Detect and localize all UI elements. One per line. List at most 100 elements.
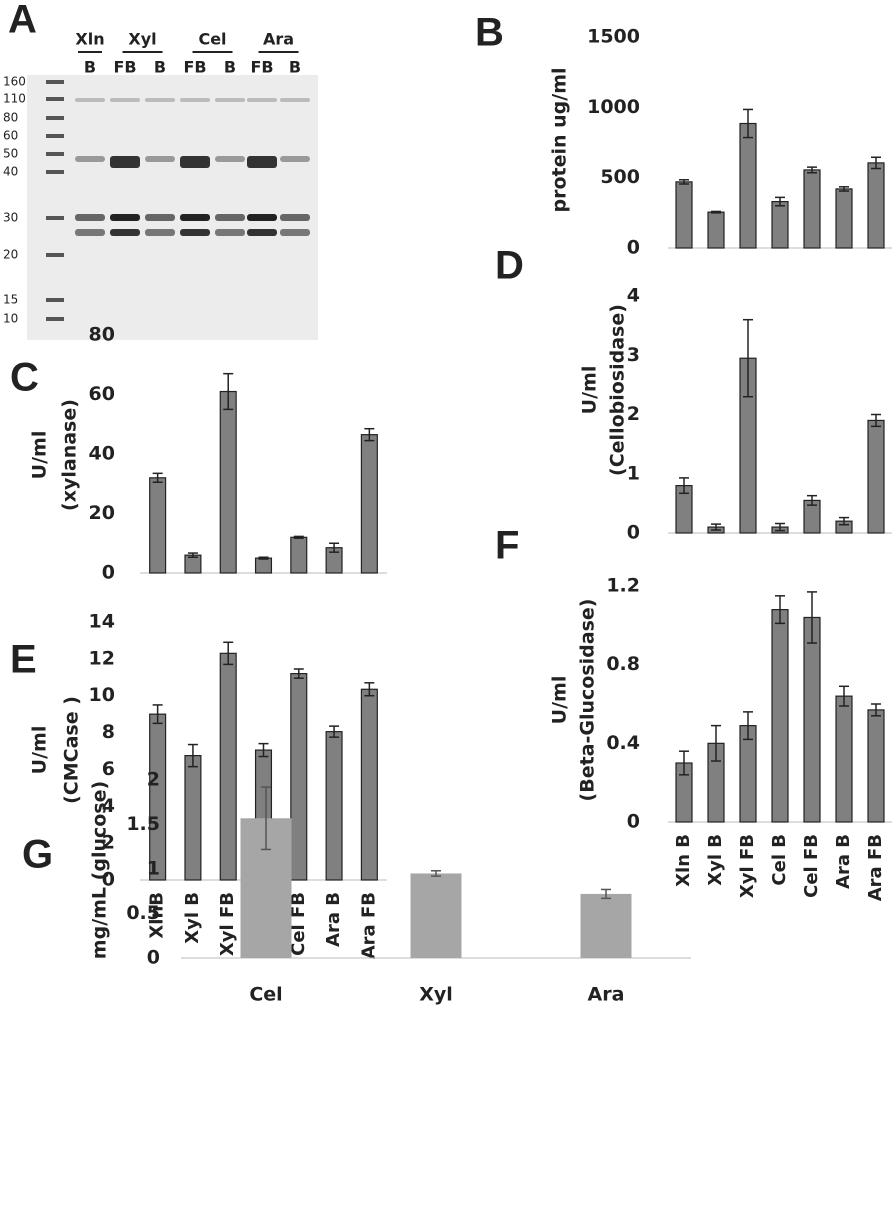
ladder-band [46,170,64,174]
y-axis-label: mg/mL (glucose) [89,781,111,959]
ladder-band [46,152,64,156]
x-tick-label: Xln B [673,834,694,887]
gel-lane: B [84,58,96,77]
gel-band [75,229,105,236]
y-tick-label: 2 [147,769,160,791]
y-tick-label: 1 [627,462,640,484]
gel-lane: FB [250,58,273,77]
gel-band [110,214,140,221]
x-tick-label: Xyl FB [737,834,758,898]
ladder-band [46,97,64,101]
gel-band [180,214,210,221]
bar [360,688,378,881]
marker-label: 80 [3,111,18,125]
y-tick-label: 0.8 [606,653,640,675]
y-tick-label: 3 [627,344,640,366]
gel-band [145,214,175,221]
gel-band [280,214,310,221]
ladder-band [46,116,64,120]
y-axis-label: (CMCase ) [61,696,83,804]
x-tick-label: Cel FB [288,892,309,956]
gel-band [145,156,175,162]
x-tick-label: Cel B [769,834,790,886]
y-tick-label: 1.2 [606,575,640,597]
y-tick-label: 0.5 [126,902,160,924]
y-axis-label: protein ug/ml [549,67,571,212]
y-tick-label: 10 [89,684,115,706]
gel-band [215,98,245,102]
bar [771,608,789,823]
gel-group: Xyl [128,30,156,49]
bar [325,731,343,881]
y-tick-label: 0 [102,869,115,891]
bar [254,557,273,574]
gel-group: Cel [198,30,226,49]
panel-letter: G [22,833,53,877]
gel-group: Xln [75,30,104,49]
gel-band [180,98,210,102]
bar [675,181,693,249]
panel-letter: C [10,356,39,400]
gel-lane: FB [183,58,206,77]
x-tick-label: Xyl B [182,892,203,944]
bar [835,695,853,823]
y-axis-label: U/ml [579,366,601,415]
ladder-band [46,216,64,220]
y-tick-label: 0 [627,811,640,833]
y-tick-label: 14 [89,611,115,633]
y-axis-label: (Cellobiosidase) [607,304,629,476]
bar [219,390,237,574]
gel-group: Ara [263,30,294,49]
y-tick-label: 0.4 [606,732,640,754]
bar [803,169,821,249]
y-tick-label: 40 [89,443,115,465]
gel-band [110,156,140,168]
bar [867,419,885,534]
x-tick-label: Cel [249,984,282,1006]
bar [184,755,202,881]
ladder-band [46,317,64,321]
gel-lane: B [224,58,236,77]
y-tick-label: 0 [627,237,640,259]
marker-label: 40 [3,165,18,179]
x-tick-label: Ara [588,984,625,1006]
marker-label: 50 [3,147,18,161]
bar [290,536,308,574]
ladder-band [46,80,64,84]
gel-band [180,156,210,168]
bar [410,873,462,958]
y-tick-label: 1 [147,858,160,880]
gel-band [280,156,310,162]
bar [360,434,378,574]
y-axis-label: U/ml [29,726,51,775]
marker-label: 20 [3,248,18,262]
gel-band [247,229,277,236]
gel-band [110,98,140,102]
ladder-band [46,298,64,302]
marker-label: 10 [3,312,18,326]
y-tick-label: 4 [102,795,115,817]
y-tick-label: 12 [89,647,115,669]
y-tick-label: 2 [102,832,115,854]
y-tick-label: 0 [627,522,640,544]
y-tick-label: 8 [102,721,115,743]
y-tick-label: 2 [627,403,640,425]
panel-letter: F [495,524,519,568]
marker-label: 30 [3,211,18,225]
marker-label: 160 [3,75,26,89]
bar [867,162,885,249]
gel-band [180,229,210,236]
gel-band [247,98,277,102]
gel-band [247,156,277,168]
gel-band [110,229,140,236]
y-axis-label: U/ml [29,431,51,480]
bar [219,652,237,881]
y-tick-label: 0 [102,562,115,584]
y-tick-label: 4 [627,285,640,307]
bar [803,616,821,823]
bar [580,893,632,958]
y-tick-label: 1000 [587,96,640,118]
x-tick-label: Cel FB [801,834,822,898]
y-tick-label: 1500 [587,26,640,48]
panel-letter: E [10,638,37,682]
